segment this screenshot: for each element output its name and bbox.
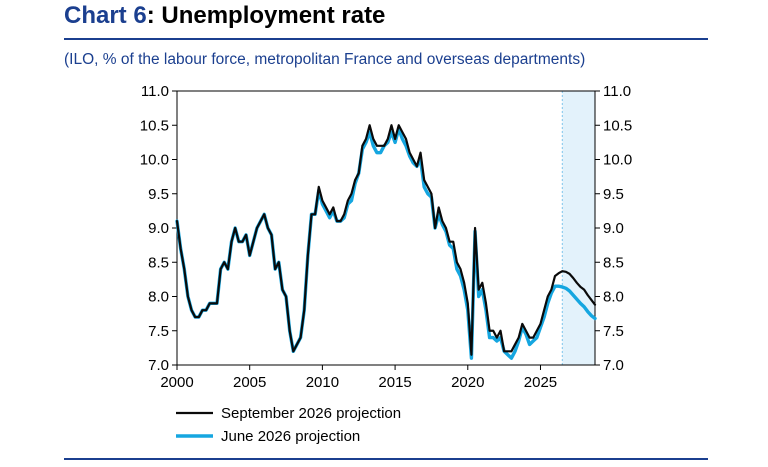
series-line-september-2026 (175, 124, 597, 356)
legend-label: June 2026 projection (221, 428, 360, 445)
x-tick-label: 2020 (451, 374, 484, 391)
y-tick-label-left: 7.5 (148, 323, 169, 340)
legend-label: September 2026 projection (221, 405, 401, 422)
chart-title: Chart 6: Unemployment rate (64, 2, 385, 30)
y-tick-label-right: 11.0 (603, 83, 631, 100)
x-tick-label: 2015 (378, 374, 411, 391)
y-tick-label-left: 11.0 (141, 83, 169, 100)
y-tick-label-right: 10.5 (603, 117, 632, 134)
series-line-june-2026 (175, 126, 597, 360)
title-colon: : (146, 2, 155, 29)
chart-number: Chart 6 (64, 2, 147, 29)
x-tick-label: 2025 (524, 374, 557, 391)
y-tick-label-left: 10.5 (140, 117, 169, 134)
chart-subtitle: (ILO, % of the labour force, metropolita… (64, 51, 586, 68)
y-tick-label-left: 8.5 (148, 254, 169, 271)
top-rule (64, 38, 708, 40)
plot-frame (176, 90, 596, 366)
y-tick-label-right: 10.0 (603, 152, 632, 169)
y-tick-label-left: 10.0 (140, 152, 169, 169)
y-tick-label-left: 8.0 (148, 289, 169, 306)
y-tick-label-right: 8.0 (603, 289, 624, 306)
y-tick-label-left: 9.0 (148, 220, 169, 237)
bottom-rule (64, 458, 708, 460)
y-tick-label-left: 7.0 (148, 357, 169, 374)
projection-shading (562, 91, 595, 365)
y-tick-label-left: 9.5 (148, 186, 169, 203)
x-tick-label: 2010 (306, 374, 339, 391)
x-tick-label: 2000 (160, 374, 193, 391)
y-tick-label-right: 7.0 (603, 357, 624, 374)
title-text: Unemployment rate (154, 2, 386, 29)
y-tick-label-right: 9.5 (603, 186, 624, 203)
y-tick-label-right: 7.5 (603, 323, 624, 340)
y-tick-label-right: 9.0 (603, 220, 624, 237)
x-tick-label: 2005 (233, 374, 266, 391)
y-tick-label-right: 8.5 (603, 254, 624, 271)
